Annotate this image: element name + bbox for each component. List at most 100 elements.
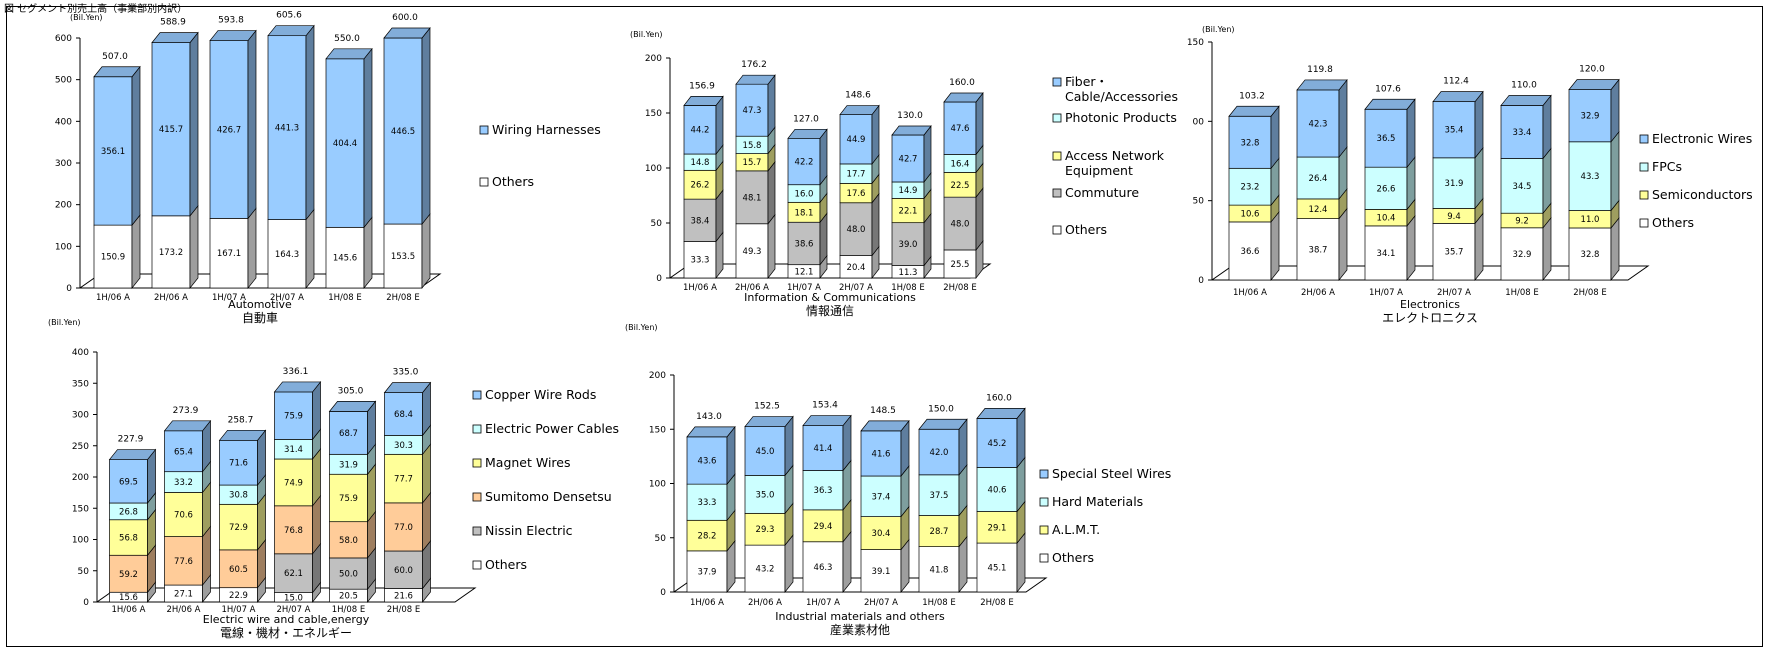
data-label: 58.0 [339,536,358,546]
bar-top [787,128,828,139]
legend-swatch [479,177,489,187]
data-label: 415.7 [159,125,183,135]
unit-label: (Bil.Yen) [70,13,103,22]
bar-segment [384,550,423,589]
data-label: 33.3 [698,498,717,508]
bar-top [1568,79,1620,90]
y-tick-label: 100 [55,242,72,252]
bar-segment [93,76,133,226]
data-label: 22.5 [951,181,970,191]
bar-segment-side [1610,78,1620,143]
data-label: 65.4 [174,447,193,457]
y-tick-label: 500 [55,76,72,86]
unit-label: (Bil.Yen) [625,323,658,332]
total-label: 336.1 [283,367,309,377]
data-label: 30.4 [872,529,891,539]
automotive-chart: (Bil.Yen) 0 100 200 300 400 500 600 150.9 356.1 50… [55,11,601,325]
legend-label: Others [1052,550,1094,565]
x-tick-label: 2H/08 E [943,283,977,293]
bar-segment-side [975,187,984,251]
bar-top [839,105,880,115]
data-label: 16.4 [951,159,970,169]
bar-segment-side [247,29,257,220]
bar-segment [383,223,423,289]
bar-top [1432,91,1484,103]
total-label: 588.9 [160,18,186,28]
bar-segment [943,196,977,251]
bar-segment [976,418,1018,468]
data-label: 41.8 [930,565,949,575]
bar-segment [891,222,925,266]
legend-swatch [472,390,482,400]
total-label: 119.8 [1307,65,1333,75]
data-label: 47.3 [743,106,762,116]
data-label: 45.1 [988,564,1007,574]
data-label: 12.4 [1309,205,1328,215]
bar-segment [744,512,786,546]
bar-stack: 145.6 404.4 550.0 [325,34,373,289]
bar-segment [219,439,258,486]
x-tick-label: 2H/07 A [839,283,873,293]
legend-swatch [472,560,482,570]
data-label: 50.0 [339,570,358,580]
x-tick-label: 1H/08 E [1505,288,1539,298]
x-tick-label: 1H/07 A [1369,288,1403,298]
bar-segment [735,170,769,225]
data-label: 68.7 [339,429,358,439]
data-label: 34.5 [1513,182,1532,192]
bar-top [108,449,157,460]
data-label: 29.4 [814,522,833,532]
bar-segment-side [1542,94,1552,160]
data-label: 11.3 [899,268,918,278]
bar-top [744,416,794,427]
bar-segment-side [715,95,724,156]
y-tick-label: 0 [83,598,89,608]
bar-segment [219,549,258,589]
y-tick-label: 150 [1187,38,1204,48]
legend-label: Fiber・ [1065,74,1108,89]
legend-swatch [1052,113,1062,123]
data-label: 49.3 [743,247,762,257]
total-label: 258.7 [228,415,254,425]
legend-swatch [472,424,482,434]
x-tick-label: 1H/06 A [112,605,146,615]
bar-stack: 32.8 11.0 43.3 32.9 120.0 [1568,65,1620,281]
data-label: 15.0 [284,593,303,603]
bar-top [860,420,910,432]
total-label: 335.0 [393,368,419,378]
legend-swatch [472,492,482,502]
bar-segment-side [1338,207,1348,281]
data-label: 75.9 [339,494,358,504]
data-label: 28.7 [930,527,949,537]
data-label: 441.3 [275,124,299,134]
y-tick-label: 0 [656,274,662,284]
x-tick-label: 2H/07 A [1437,288,1471,298]
bar-stack: 20.5 50.0 58.0 75.9 31.9 68.7 305.0 [328,386,377,603]
legend: Fiber・Cable/Accessories Photonic Products… [1052,74,1178,237]
data-label: 22.9 [229,591,248,601]
bar-segment [1228,167,1272,206]
legend-swatch [472,526,482,536]
data-label: 37.4 [872,492,891,502]
data-label: 43.3 [1581,172,1600,182]
bar-segment [1296,156,1340,200]
electronics-chart: (Bil.Yen) 0 50 00 150 36.6 10.6 23.2 32.8 103.2 1H… [1187,25,1753,325]
bar-segment-side [1338,78,1348,159]
data-label: 33.3 [691,256,710,266]
total-label: 130.0 [897,111,923,121]
data-label: 15.6 [119,593,138,603]
bar-segment [1364,225,1408,281]
data-label: 404.4 [333,139,357,149]
bar-stack: 34.1 10.4 26.6 36.5 107.6 [1364,84,1416,281]
data-label: 38.7 [1309,245,1328,255]
y-tick-label: 600 [55,34,72,44]
bar-segment-side [767,213,776,280]
x-tick-label: 1H/07 A [212,293,246,303]
x-tick-label: 2H/06 A [735,283,769,293]
data-label: 68.4 [394,410,413,420]
legend-swatch [1639,162,1649,172]
bar-segment-side [1474,90,1484,159]
bar-segment [744,426,786,476]
bar-segment-side [363,47,373,229]
